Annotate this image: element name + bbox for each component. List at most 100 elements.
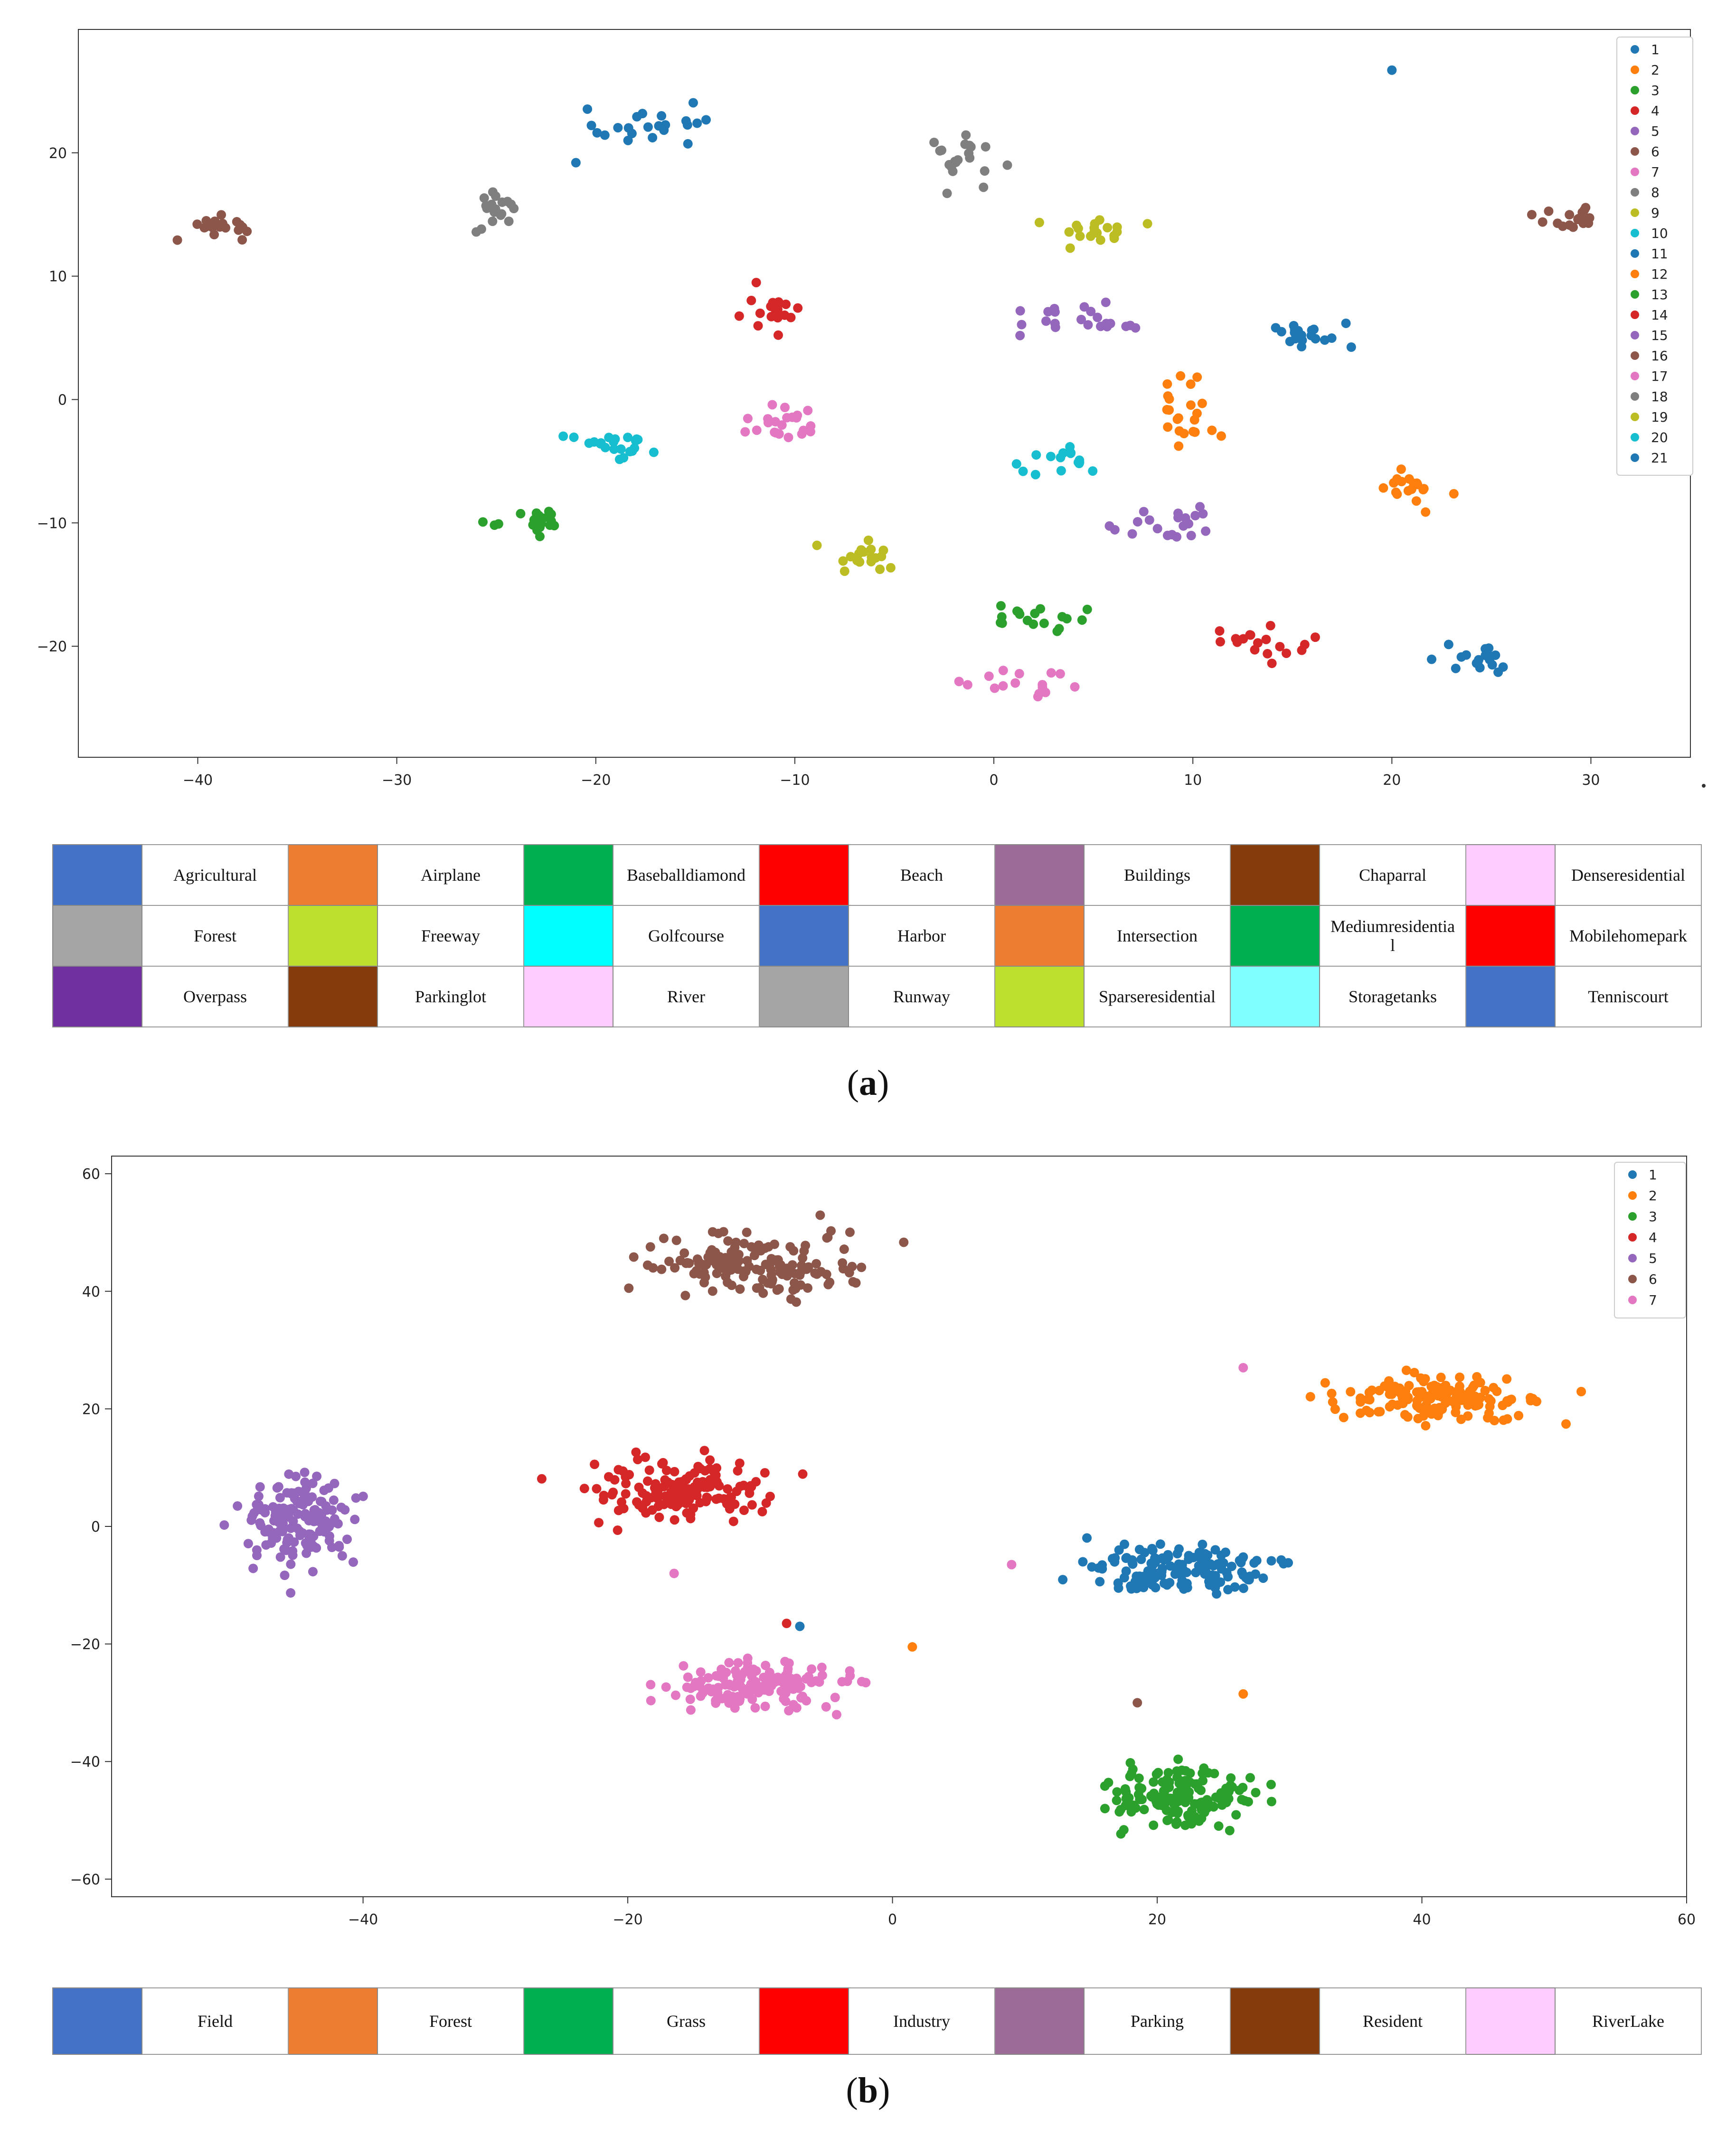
data-point-series-2	[1403, 1393, 1413, 1402]
data-point-series-6	[172, 235, 182, 245]
data-point-series-3	[1196, 1798, 1206, 1808]
key-swatch	[1465, 905, 1556, 967]
data-point-series-6	[237, 235, 247, 245]
data-point-series-2	[1367, 1385, 1377, 1395]
data-point-series-7	[723, 1690, 733, 1700]
data-point-series-1	[1223, 1585, 1233, 1595]
data-point-series-1	[688, 98, 698, 108]
data-point-series-7	[784, 1706, 794, 1716]
data-point-series-4	[676, 1481, 686, 1491]
data-point-series-14	[1265, 621, 1275, 631]
data-point-series-3	[1194, 1816, 1204, 1826]
key-swatch	[288, 1987, 378, 2055]
y-tick-label: −20	[37, 639, 67, 655]
data-point-series-1	[1110, 1557, 1120, 1567]
data-point-series-1	[1387, 65, 1397, 75]
data-point-series-7	[837, 1677, 847, 1687]
data-point-series-18	[497, 197, 507, 207]
data-point-series-1	[1136, 1554, 1146, 1564]
data-point-series-7	[760, 1702, 770, 1712]
data-point-series-21	[1491, 650, 1500, 660]
data-point-series-7	[1033, 692, 1043, 702]
data-point-series-11	[1289, 320, 1299, 330]
data-point-series-3	[1149, 1820, 1159, 1830]
data-point-series-6	[726, 1247, 736, 1257]
data-point-series-1	[1155, 1539, 1165, 1549]
data-point-series-2	[1490, 1416, 1500, 1426]
y-tick-label: −40	[70, 1754, 100, 1770]
data-point-series-7	[801, 1674, 811, 1684]
data-point-series-6	[691, 1266, 701, 1276]
data-point-series-16	[1544, 206, 1554, 216]
data-point-series-18	[504, 216, 514, 226]
data-point-series-5	[289, 1488, 299, 1498]
data-point-series-3	[1187, 1806, 1197, 1816]
data-point-series-2	[1456, 1395, 1466, 1405]
class-key-table-b: Field Forest Grass Industry Parking Resident R…	[52, 1987, 1702, 2055]
data-point-series-1	[1132, 1583, 1142, 1593]
data-point-series-6	[201, 216, 211, 226]
legend-marker	[1631, 127, 1639, 135]
data-point-series-5	[254, 1491, 264, 1501]
data-point-series-7	[730, 1666, 740, 1676]
legend-marker	[1631, 311, 1639, 319]
data-point-series-4	[613, 1525, 623, 1535]
data-point-series-5	[291, 1471, 301, 1481]
data-point-series-14	[1282, 648, 1292, 658]
data-point-series-12	[1411, 496, 1421, 506]
data-point-series-1	[1222, 1568, 1232, 1578]
data-point-series-1	[1150, 1568, 1160, 1578]
data-point-series-14	[1275, 641, 1285, 651]
y-tick-label: 40	[82, 1284, 100, 1300]
data-point-series-10	[569, 432, 579, 442]
data-point-series-5	[300, 1488, 310, 1498]
data-point-series-1	[1189, 1553, 1198, 1562]
data-point-series-1	[571, 158, 581, 168]
data-point-series-5	[1015, 306, 1025, 316]
key-label-line: Mediumresidentia	[1330, 917, 1455, 936]
legend-label: 9	[1651, 205, 1660, 221]
data-point-series-6	[899, 1237, 909, 1247]
data-point-series-12	[1449, 489, 1459, 499]
x-tick-label: −20	[613, 1911, 642, 1928]
data-point-series-18	[488, 216, 498, 226]
data-point-series-9	[1075, 231, 1085, 241]
data-point-series-7	[670, 1690, 680, 1700]
data-point-series-1	[1249, 1558, 1259, 1568]
y-tick-label: 10	[49, 269, 67, 285]
data-point-series-7	[685, 1694, 695, 1704]
data-point-series-2	[1207, 425, 1217, 435]
data-point-series-1	[1250, 1569, 1260, 1579]
data-point-series-19	[863, 535, 873, 545]
y-tick-label: 0	[58, 392, 67, 408]
legend-marker	[1631, 372, 1639, 380]
data-point-series-7	[807, 1664, 817, 1674]
data-point-series-5	[252, 1545, 262, 1555]
data-point-series-4	[757, 1506, 767, 1516]
data-point-series-4	[682, 1508, 692, 1518]
data-point-series-4	[693, 1461, 703, 1471]
scatter-plot-a: −40 −30 −20 −10 0 10 20 30−20−10010201234567891…	[37, 29, 1706, 789]
data-point-series-3	[1116, 1805, 1126, 1815]
data-point-series-6	[787, 1260, 797, 1270]
key-swatch	[994, 966, 1085, 1027]
data-point-series-10	[584, 438, 594, 448]
data-point-series-4	[642, 1497, 651, 1507]
data-point-series-7	[1007, 1560, 1017, 1570]
data-point-series-15	[1173, 508, 1183, 518]
data-point-series-11	[1309, 324, 1319, 334]
data-point-series-7	[761, 1660, 771, 1670]
data-point-series-4	[723, 1484, 733, 1494]
data-point-series-2	[1404, 1381, 1414, 1391]
data-point-series-6	[209, 230, 219, 240]
legend-label: 1	[1649, 1167, 1657, 1183]
legend-box	[1616, 37, 1693, 476]
data-point-series-2	[1436, 1373, 1446, 1383]
key-label-line: l	[1390, 936, 1395, 955]
data-point-series-7	[752, 1683, 762, 1693]
data-point-series-4	[689, 1482, 699, 1492]
data-point-series-6	[758, 1288, 768, 1298]
data-point-series-1	[1210, 1571, 1220, 1581]
data-point-series-4	[746, 1482, 756, 1492]
data-point-series-6	[738, 1267, 748, 1277]
